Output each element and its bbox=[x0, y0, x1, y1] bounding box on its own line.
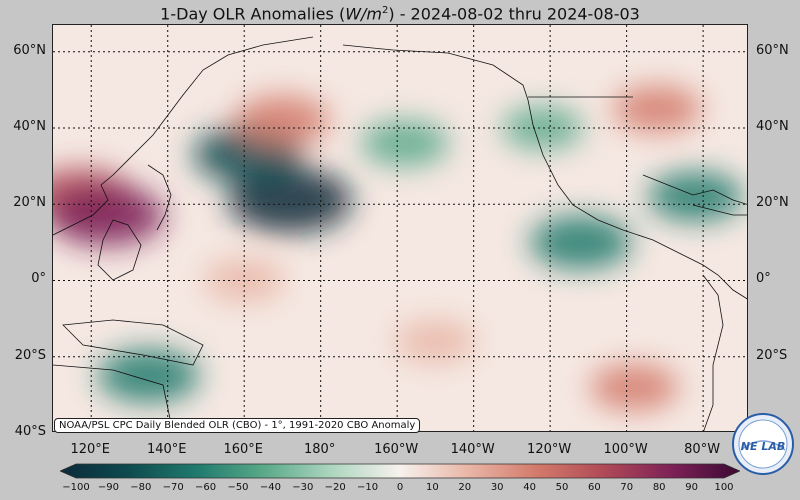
coastlines bbox=[53, 36, 747, 431]
lon-label: 180° bbox=[304, 442, 336, 457]
colorbar-tick-label: −100 bbox=[62, 482, 90, 493]
colorbar-tick-label: 80 bbox=[652, 482, 666, 493]
graticule bbox=[53, 25, 747, 431]
anomaly-w-coast-na bbox=[501, 106, 583, 150]
australia-coast bbox=[53, 364, 173, 431]
lon-label: 140°E bbox=[146, 442, 187, 457]
credit-box: NOAA/PSL CPC Daily Blended OLR (CBO) - 1… bbox=[54, 418, 421, 433]
lat-label-right: 20°N bbox=[756, 195, 789, 211]
alaska-coast bbox=[342, 44, 529, 101]
colorbar-tick-label: −30 bbox=[292, 482, 314, 493]
anomaly-nw-pacific-north bbox=[234, 95, 330, 146]
lon-label: 120°W bbox=[527, 442, 572, 457]
lon-label: 160°E bbox=[223, 442, 263, 457]
lat-label-left: 20°S bbox=[14, 347, 46, 363]
title-prefix: 1-Day OLR Anomalies ( bbox=[160, 4, 346, 24]
colorbar-tick-label: −10 bbox=[357, 482, 379, 493]
map-panel bbox=[52, 24, 748, 432]
anomaly-n-america bbox=[613, 85, 702, 133]
anomaly-e-pacific-itcz bbox=[529, 215, 632, 270]
title-unit: W/m bbox=[345, 4, 382, 24]
colorbar-tick-label: −60 bbox=[195, 482, 217, 493]
lon-label: 120°E bbox=[70, 442, 110, 457]
anomaly-s-pacific-west bbox=[97, 349, 200, 403]
lat-label-left: 0° bbox=[31, 271, 46, 287]
lon-label: 80°W bbox=[684, 442, 721, 457]
logo-text: NE LAB bbox=[741, 440, 785, 453]
new-guinea bbox=[62, 319, 204, 366]
anomaly-gulf-alaska bbox=[360, 120, 449, 167]
taiwan-japan-arc bbox=[147, 164, 172, 231]
asia-coastline bbox=[53, 36, 314, 236]
colorbar-tick-label: −50 bbox=[227, 482, 249, 493]
colorbar-tick-label: 20 bbox=[458, 482, 472, 493]
lon-label: 160°W bbox=[374, 442, 419, 457]
title-unit-exp: 2 bbox=[381, 5, 389, 16]
lon-label: 140°W bbox=[450, 442, 495, 457]
colorbar-tick-label: −20 bbox=[324, 482, 346, 493]
gulf-coast bbox=[642, 174, 747, 205]
lat-label-right: 0° bbox=[756, 271, 771, 287]
title-suffix: ) - 2024-08-02 thru 2024-08-03 bbox=[388, 4, 640, 24]
lat-label-right: 20°S bbox=[756, 347, 788, 363]
colorbar-tick-label: −90 bbox=[97, 482, 119, 493]
anomaly-s-pacific-east bbox=[590, 364, 679, 411]
lat-label-right: 60°N bbox=[756, 42, 789, 58]
lon-label: 100°W bbox=[603, 442, 648, 457]
olr-anomaly-map bbox=[53, 25, 747, 431]
colorbar-tick-label: −70 bbox=[162, 482, 184, 493]
colorbar-tick-label: 10 bbox=[426, 482, 439, 493]
colorbar-tick-label: 100 bbox=[714, 482, 734, 493]
anomaly-field bbox=[53, 85, 743, 411]
south-america-west bbox=[702, 274, 724, 431]
colorbar bbox=[60, 463, 740, 479]
colorbar-tick-label: 40 bbox=[523, 482, 536, 493]
colorbar-tick-label: 50 bbox=[555, 482, 569, 493]
na-west-coast bbox=[527, 99, 747, 300]
colorbar-tick-label: 90 bbox=[685, 482, 698, 493]
colorbar-gradient bbox=[60, 463, 740, 479]
lat-label-left: 20°N bbox=[13, 195, 46, 211]
anomaly-south-central bbox=[394, 320, 476, 363]
colorbar-tick-label: 30 bbox=[490, 482, 504, 493]
nexlab-logo-icon: NE LAB bbox=[732, 413, 794, 475]
anomaly-caribbean bbox=[647, 171, 743, 222]
philippines bbox=[97, 219, 142, 281]
colorbar-tick-label: 60 bbox=[588, 482, 601, 493]
colorbar-tick-label: 0 bbox=[396, 482, 404, 493]
colorbar-tick-label: 70 bbox=[620, 482, 634, 493]
lat-label-right: 40°N bbox=[756, 118, 789, 134]
lat-label-left: 40°N bbox=[13, 118, 46, 134]
colorbar-tick-label: −40 bbox=[259, 482, 281, 493]
lat-label-left: 60°N bbox=[13, 42, 46, 58]
anomaly-philippine-sea bbox=[53, 185, 165, 247]
colorbar-tick-label: −80 bbox=[130, 482, 152, 493]
map-title: 1-Day OLR Anomalies (W/m2) - 2024-08-02 … bbox=[0, 0, 800, 24]
lat-label-left: 40°S bbox=[14, 424, 46, 439]
caribbean-islands bbox=[692, 204, 747, 216]
